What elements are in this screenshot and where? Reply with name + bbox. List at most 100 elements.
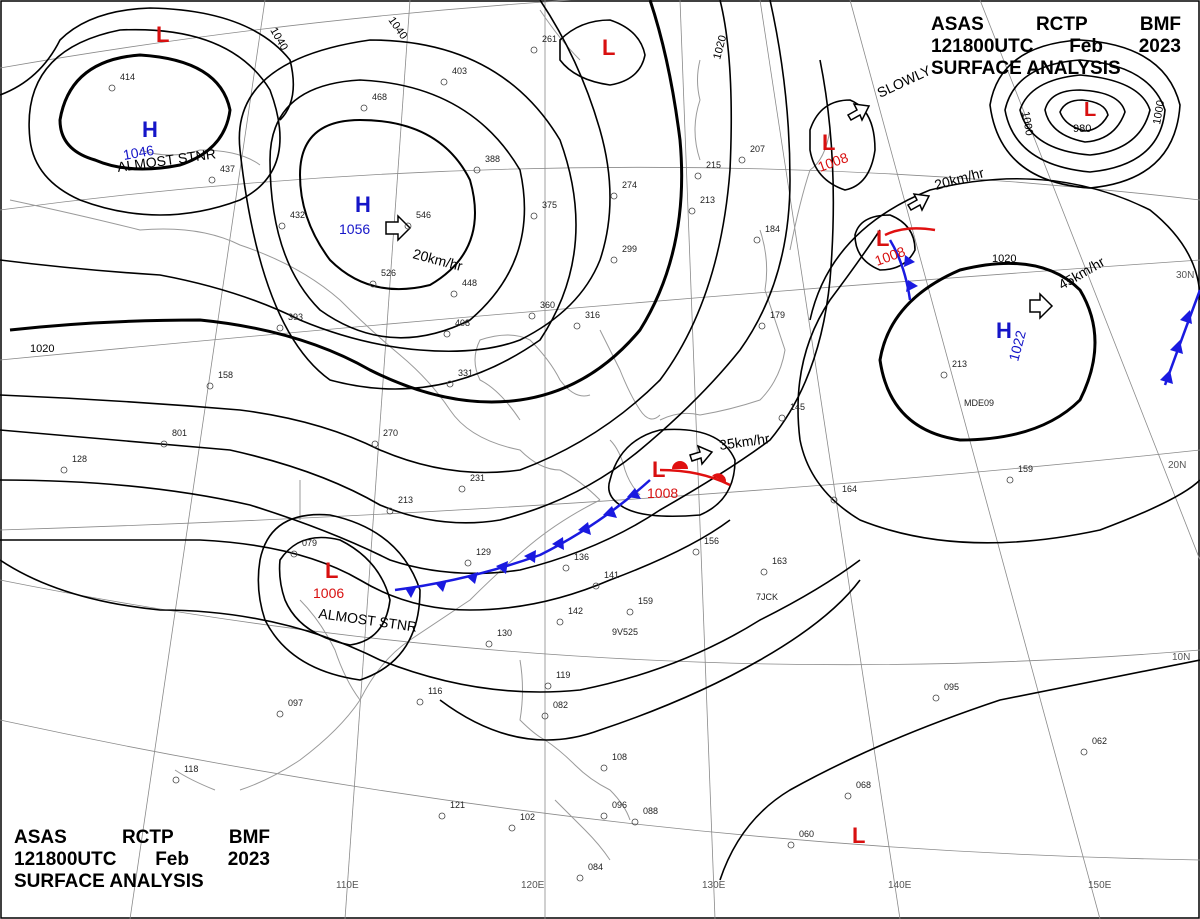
station-marker bbox=[508, 824, 516, 832]
station-pressure: 141 bbox=[604, 570, 619, 580]
station-pressure: 156 bbox=[704, 536, 719, 546]
station-marker bbox=[932, 694, 940, 702]
station-pressure: 068 bbox=[856, 780, 871, 790]
station-pressure: 437 bbox=[220, 164, 235, 174]
station-marker bbox=[160, 440, 168, 448]
station-marker bbox=[1080, 748, 1088, 756]
station-pressure: 095 bbox=[944, 682, 959, 692]
station-pressure: 360 bbox=[540, 300, 555, 310]
header-year: 2023 bbox=[227, 849, 270, 870]
high-value: 1046 bbox=[122, 142, 156, 163]
lat-label: 20N bbox=[1168, 460, 1186, 471]
low-value: 1006 bbox=[313, 585, 344, 601]
motion-arrows bbox=[385, 103, 1054, 466]
header-time: 121800UTC bbox=[931, 36, 1034, 57]
arrow-l-ne bbox=[906, 193, 931, 212]
coordinate-labels: 110E 120E 130E 140E 150E 30N 20N 10N bbox=[336, 270, 1194, 891]
station-pressure: 116 bbox=[428, 686, 442, 696]
station-pressure: 082 bbox=[553, 700, 568, 710]
station-marker bbox=[485, 640, 493, 648]
station-marker bbox=[692, 548, 700, 556]
station-marker bbox=[60, 466, 68, 474]
station-pressure: 088 bbox=[643, 806, 658, 816]
station-pressure: 164 bbox=[842, 484, 857, 494]
station-pressure: 159 bbox=[638, 596, 653, 606]
station-pressure: 388 bbox=[485, 154, 500, 164]
motion-label: 35km/hr bbox=[718, 430, 771, 453]
header-month: Feb bbox=[155, 849, 189, 870]
isobar-label: 1000 bbox=[1019, 110, 1035, 136]
arrow-l-slow bbox=[846, 103, 871, 122]
ship-id: 7JCK bbox=[756, 592, 778, 602]
header-bottom-left: ASAS RCTP BMF 121800UTC Feb 2023 SURFACE… bbox=[14, 827, 270, 893]
ship-id: 9V525 bbox=[612, 627, 638, 637]
cold-front-barbs bbox=[405, 488, 641, 598]
header-station: RCTP bbox=[121, 827, 174, 848]
lon-label: 110E bbox=[336, 880, 359, 891]
latitude-grid bbox=[0, 0, 1200, 861]
station-marker bbox=[556, 618, 564, 626]
occluded-front-ne bbox=[884, 227, 936, 237]
station-pressure: 079 bbox=[302, 538, 317, 548]
station-pressure: 468 bbox=[372, 92, 387, 102]
station-marker bbox=[573, 322, 581, 330]
station-pressure: 261 bbox=[542, 34, 557, 44]
header-month: Feb bbox=[1069, 36, 1103, 57]
station-pressure: 432 bbox=[290, 210, 305, 220]
station-marker bbox=[738, 156, 746, 164]
station-pressure: 213 bbox=[952, 359, 967, 369]
station-marker bbox=[753, 236, 761, 244]
station-marker bbox=[276, 710, 284, 718]
station-pressure: 184 bbox=[765, 224, 780, 234]
station-marker bbox=[631, 818, 639, 826]
station-pressure: 119 bbox=[556, 670, 570, 680]
station-marker bbox=[760, 568, 768, 576]
high-value: 1056 bbox=[339, 221, 370, 237]
station-marker bbox=[276, 324, 284, 332]
cold-front-ne bbox=[888, 239, 912, 301]
station-pressure: 448 bbox=[462, 278, 477, 288]
station-pressure: 546 bbox=[416, 210, 431, 220]
header-row-1: ASAS RCTP BMF bbox=[931, 14, 1181, 36]
station-marker bbox=[544, 682, 552, 690]
station-marker bbox=[610, 256, 618, 264]
low-value: 980 bbox=[1073, 123, 1091, 135]
low-symbol: L bbox=[852, 823, 865, 848]
station-pressure: 129 bbox=[476, 547, 491, 557]
station-pressure: 414 bbox=[120, 72, 135, 82]
low-symbol: L bbox=[1084, 99, 1096, 121]
station-marker bbox=[576, 874, 584, 882]
station-marker bbox=[530, 46, 538, 54]
station-marker bbox=[386, 507, 394, 515]
lon-label: 150E bbox=[1088, 880, 1112, 891]
station-pressure: 142 bbox=[568, 606, 583, 616]
station-pressure: 207 bbox=[750, 144, 765, 154]
station-marker bbox=[278, 222, 286, 230]
station-marker bbox=[172, 776, 180, 784]
ship-ids: MDE09 7JCK 9V525 bbox=[612, 398, 994, 637]
station-pressure: 121 bbox=[450, 800, 465, 810]
lat-label: 10N bbox=[1172, 652, 1190, 663]
low-symbol: L bbox=[156, 22, 169, 47]
high-symbol: H bbox=[142, 117, 158, 142]
header-year: 2023 bbox=[1138, 36, 1181, 57]
high-symbol: H bbox=[355, 192, 371, 217]
low-symbol: L bbox=[602, 35, 615, 60]
header-top-right: ASAS RCTP BMF 121800UTC Feb 2023 SURFACE… bbox=[931, 14, 1181, 80]
station-pressure: 118 bbox=[184, 764, 198, 774]
high-value: 1022 bbox=[1005, 328, 1029, 362]
arrow-1022 bbox=[1029, 292, 1054, 320]
station-marker bbox=[404, 222, 412, 230]
header-station: RCTP bbox=[1035, 14, 1088, 35]
isobar-label: 1020 bbox=[30, 343, 54, 355]
station-marker bbox=[371, 440, 379, 448]
station-marker bbox=[694, 172, 702, 180]
station-marker bbox=[458, 485, 466, 493]
station-marker bbox=[416, 698, 424, 706]
header-agency: ASAS bbox=[14, 827, 67, 848]
station-pressure: 213 bbox=[700, 195, 715, 205]
station-marker bbox=[592, 582, 600, 590]
station-pressure: 145 bbox=[790, 402, 805, 412]
station-pressure: 158 bbox=[218, 370, 233, 380]
